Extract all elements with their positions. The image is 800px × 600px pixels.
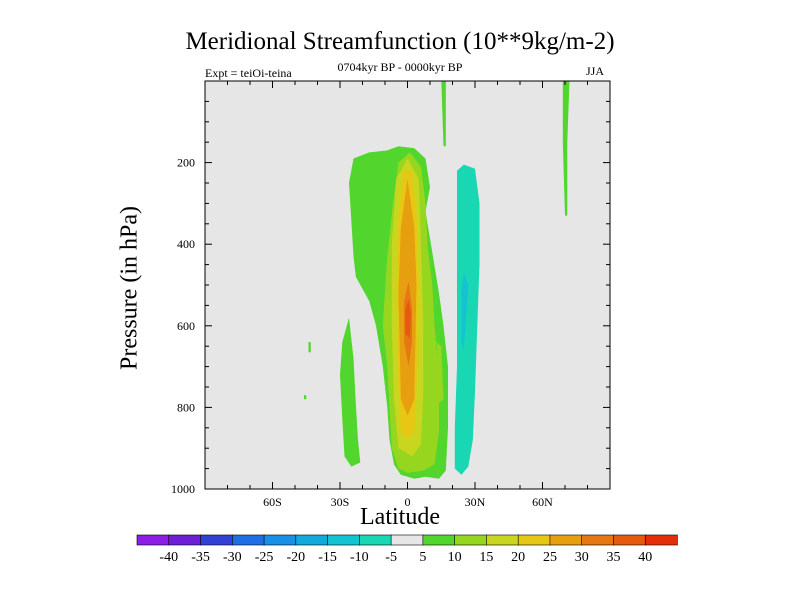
x-tick-label: 30S bbox=[331, 495, 350, 509]
colorbar-label: 35 bbox=[606, 550, 620, 565]
contour-field-7 bbox=[436, 342, 444, 404]
colorbar-swatch bbox=[644, 534, 678, 546]
x-tick-label: 60S bbox=[263, 495, 282, 509]
colorbar-label: 5 bbox=[419, 550, 426, 565]
contour-field-4 bbox=[308, 342, 311, 353]
y-tick-label: 1000 bbox=[171, 482, 195, 496]
period-label: 0704kyr BP - 0000kyr BP bbox=[337, 60, 463, 74]
colorbar-label: 10 bbox=[448, 550, 462, 565]
x-tick-label: 30N bbox=[465, 495, 486, 509]
colorbar-label: -40 bbox=[159, 550, 178, 565]
colorbar-swatch bbox=[581, 534, 615, 546]
colorbar: -40 -35 -30 -25 -20 -15 -10 -5 5 10 15 20 25 30 35 40 bbox=[136, 534, 678, 565]
colorbar-label: -30 bbox=[223, 550, 242, 565]
y-tick-label: 400 bbox=[177, 237, 195, 251]
colorbar-swatch bbox=[231, 534, 265, 546]
colorbar-swatch bbox=[136, 534, 170, 546]
colorbar-label: 30 bbox=[575, 550, 589, 565]
contour-field-1 bbox=[340, 317, 361, 467]
contour-field-12 bbox=[405, 299, 411, 338]
colorbar-swatch bbox=[613, 534, 646, 546]
contour-field-2 bbox=[441, 81, 446, 147]
contour-field-3 bbox=[562, 81, 570, 216]
colorbar-swatch bbox=[486, 534, 519, 546]
colorbar-label: 20 bbox=[511, 550, 525, 565]
colorbar-label: -10 bbox=[350, 550, 369, 565]
x-tick-label: 0 bbox=[405, 495, 411, 509]
colorbar-swatch bbox=[549, 534, 583, 546]
colorbar-label: 25 bbox=[543, 550, 557, 565]
colorbar-label: -5 bbox=[385, 550, 397, 565]
colorbar-swatch bbox=[359, 534, 392, 546]
colorbar-label: -15 bbox=[318, 550, 337, 565]
y-tick-label: 600 bbox=[177, 319, 195, 333]
colorbar-label: -20 bbox=[286, 550, 305, 565]
colorbar-label: 15 bbox=[479, 550, 493, 565]
colorbar-label: -25 bbox=[255, 550, 274, 565]
colorbar-swatch bbox=[295, 534, 329, 546]
experiment-label: Expt = teiOi-teina bbox=[205, 66, 292, 80]
colorbar-label: -35 bbox=[191, 550, 210, 565]
contour-fields bbox=[304, 81, 570, 479]
colorbar-swatch bbox=[517, 534, 551, 546]
colorbar-swatch bbox=[422, 534, 456, 546]
y-tick-label: 200 bbox=[177, 156, 195, 170]
colorbar-swatch bbox=[200, 534, 233, 546]
colorbar-label: 40 bbox=[638, 550, 652, 565]
colorbar-swatch bbox=[327, 534, 361, 546]
contour-field-13 bbox=[454, 164, 480, 475]
contour-field-14 bbox=[461, 272, 469, 351]
axes: 60S 30S 0 30N 60N 200 400 600 800 1000 bbox=[171, 81, 610, 509]
colorbar-swatch bbox=[168, 534, 202, 546]
contour-field-5 bbox=[304, 395, 307, 400]
colorbar-swatch bbox=[390, 534, 424, 546]
season-label: JJA bbox=[586, 64, 605, 78]
colorbar-swatch bbox=[263, 534, 297, 546]
colorbar-swatch bbox=[454, 534, 488, 546]
y-tick-label: 800 bbox=[177, 400, 195, 414]
chart-title: Meridional Streamfunction (10**9kg/m-2) bbox=[185, 28, 615, 55]
x-axis-label: Latitude bbox=[360, 504, 440, 530]
x-tick-label: 60N bbox=[532, 495, 553, 509]
